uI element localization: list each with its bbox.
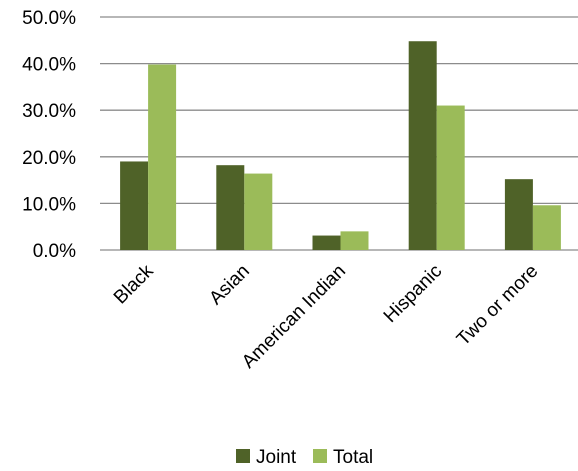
y-tick-label: 0.0% xyxy=(33,241,76,262)
bar-joint xyxy=(312,235,341,250)
x-category-label: Asian xyxy=(205,261,253,309)
x-category-label: Black xyxy=(110,260,158,308)
legend-label-joint: Joint xyxy=(256,447,297,468)
y-tick-label: 50.0% xyxy=(22,8,76,29)
bar-joint xyxy=(408,41,437,251)
legend-label-total: Total xyxy=(333,447,373,468)
bar-total xyxy=(148,64,177,250)
bar-joint xyxy=(504,179,533,250)
bar-total xyxy=(436,105,465,250)
bars xyxy=(120,41,561,251)
bar-total xyxy=(532,205,561,250)
bar-total xyxy=(244,173,273,250)
x-category-label: American Indian xyxy=(238,261,350,373)
legend: Joint Total xyxy=(236,447,373,468)
bar-total xyxy=(340,231,369,250)
y-tick-label: 10.0% xyxy=(22,194,76,215)
x-category-label: Hispanic xyxy=(380,261,446,327)
y-tick-label: 40.0% xyxy=(22,55,76,76)
y-tick-label: 30.0% xyxy=(22,101,76,122)
y-axis-tick-labels: 0.0% 10.0% 20.0% 30.0% 40.0% 50.0% xyxy=(22,8,76,262)
legend-swatch-total xyxy=(313,449,327,463)
x-category-label: Two or more xyxy=(453,261,543,351)
y-tick-label: 20.0% xyxy=(22,148,76,169)
legend-swatch-joint xyxy=(236,449,250,463)
gridlines xyxy=(100,16,578,251)
bar-joint xyxy=(120,161,149,250)
bar-joint xyxy=(216,165,245,250)
